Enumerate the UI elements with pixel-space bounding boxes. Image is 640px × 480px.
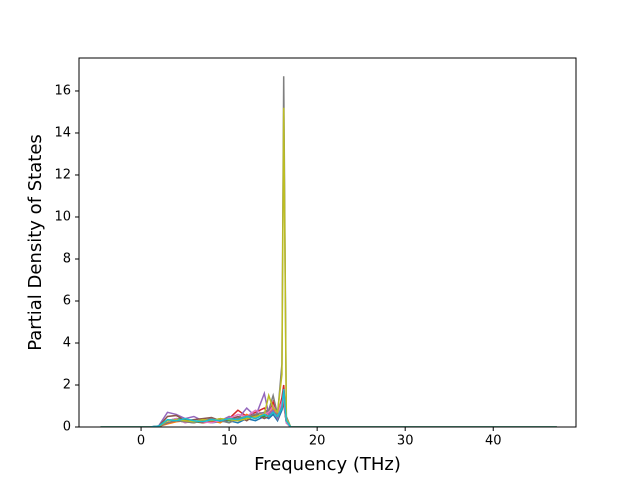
x-tick-label: 20	[309, 434, 326, 449]
x-tick-label: 10	[221, 434, 238, 449]
x-tick-label: 40	[485, 434, 502, 449]
y-tick-label: 2	[63, 377, 71, 392]
y-tick-label: 10	[54, 209, 71, 224]
y-tick-label: 4	[63, 335, 71, 350]
x-axis-label: Frequency (THz)	[254, 454, 401, 475]
y-tick-label: 12	[54, 167, 71, 182]
series-line	[100, 107, 557, 427]
y-tick-label: 0	[63, 420, 71, 435]
y-tick-label: 16	[54, 83, 71, 98]
series-line	[100, 389, 557, 427]
series-line	[100, 389, 557, 427]
y-tick-label: 14	[54, 125, 71, 140]
y-tick-label: 6	[63, 293, 71, 308]
series-line	[100, 76, 557, 427]
y-tick-label: 8	[63, 251, 71, 266]
plot-frame	[78, 57, 577, 428]
x-tick-label: 30	[397, 434, 414, 449]
x-tick-label: 0	[137, 434, 145, 449]
y-axis-label: Partial Density of States	[25, 134, 46, 351]
